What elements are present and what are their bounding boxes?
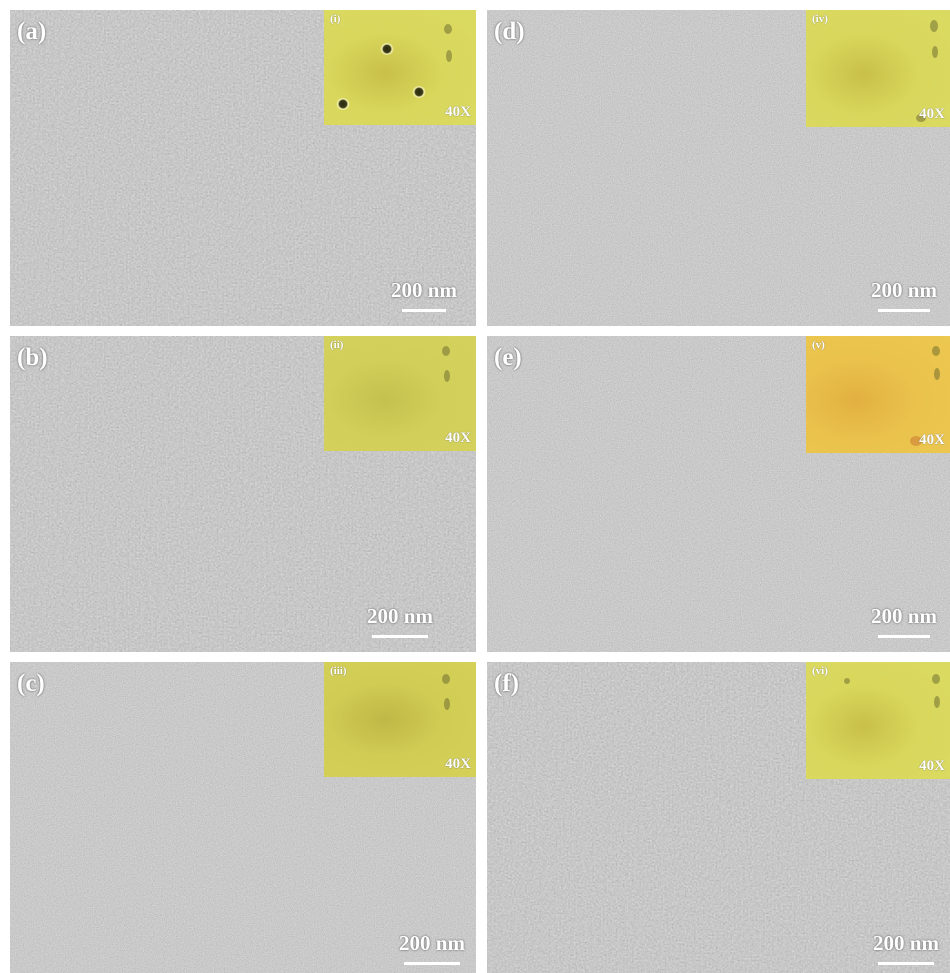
debris-spot xyxy=(916,114,926,122)
debris-spot xyxy=(444,698,450,710)
optical-inset: (iii) 40X xyxy=(324,662,476,777)
debris-spot xyxy=(932,346,940,356)
scale-bar-line xyxy=(404,962,460,965)
magnification-label: 40X xyxy=(445,104,471,120)
scale-bar: 200 nm xyxy=(392,931,472,965)
debris-spot xyxy=(442,674,450,684)
scale-bar-label: 200 nm xyxy=(391,278,457,302)
optical-inset: (v) 40X xyxy=(806,336,950,453)
debris-spot xyxy=(844,678,850,684)
sem-panel-e: (e) (v) 40X 200 nm xyxy=(487,336,950,652)
panel-label: (a) xyxy=(17,18,47,45)
inset-tag: (vi) xyxy=(812,665,828,677)
optical-inset: (iv) 40X xyxy=(806,10,950,127)
panel-label: (c) xyxy=(17,670,45,697)
scale-bar: 200 nm xyxy=(866,604,942,638)
debris-spot xyxy=(932,674,940,684)
optical-inset: (vi) 40X xyxy=(806,662,950,779)
pit-mark xyxy=(380,43,394,55)
magnification-label: 40X xyxy=(919,106,945,122)
panel-label: (d) xyxy=(494,18,525,45)
scale-bar-line xyxy=(878,962,934,965)
optical-inset: (ii) 40X xyxy=(324,336,476,451)
debris-spot xyxy=(934,696,940,708)
magnification-label: 40X xyxy=(445,430,471,446)
sem-panel-c: (c) (iii) 40X 200 nm xyxy=(10,662,476,973)
scale-bar: 200 nm xyxy=(390,278,458,312)
debris-spot xyxy=(910,436,922,446)
debris-spot xyxy=(444,370,450,382)
pit-mark xyxy=(336,98,350,110)
scale-bar-line xyxy=(878,309,930,312)
sem-panel-f: (f) (vi) 40X 200 nm xyxy=(487,662,950,973)
debris-spot xyxy=(442,346,450,356)
debris-spot xyxy=(932,46,938,58)
scale-bar: 200 nm xyxy=(866,278,942,312)
inset-tag: (i) xyxy=(330,13,341,25)
inset-tag: (ii) xyxy=(330,339,344,351)
scale-bar-line xyxy=(372,635,428,638)
debris-spot xyxy=(444,24,452,34)
inset-tag: (iv) xyxy=(812,13,828,25)
scale-bar-label: 200 nm xyxy=(399,931,465,955)
debris-spot xyxy=(934,368,940,380)
sem-panel-d: (d) (iv) 40X 200 nm xyxy=(487,10,950,326)
scale-bar-label: 200 nm xyxy=(367,604,433,628)
panel-label: (e) xyxy=(494,344,522,371)
magnification-label: 40X xyxy=(919,758,945,774)
debris-spot xyxy=(446,50,452,62)
panel-label: (f) xyxy=(494,670,519,697)
debris-spot xyxy=(930,20,938,32)
pit-mark xyxy=(412,86,426,98)
scale-bar-line xyxy=(878,635,930,638)
scale-bar: 200 nm xyxy=(866,931,946,965)
inset-tag: (iii) xyxy=(330,665,347,677)
sem-panel-a: (a) (i) 40X 200 nm xyxy=(10,10,476,326)
inset-tag: (v) xyxy=(812,339,825,351)
scale-bar-label: 200 nm xyxy=(873,931,939,955)
scale-bar: 200 nm xyxy=(360,604,440,638)
sem-panel-b: (b) (ii) 40X 200 nm xyxy=(10,336,476,652)
scale-bar-label: 200 nm xyxy=(871,278,937,302)
scale-bar-label: 200 nm xyxy=(871,604,937,628)
optical-inset: (i) 40X xyxy=(324,10,476,125)
magnification-label: 40X xyxy=(445,756,471,772)
scale-bar-line xyxy=(402,309,446,312)
panel-label: (b) xyxy=(17,344,48,371)
magnification-label: 40X xyxy=(919,432,945,448)
